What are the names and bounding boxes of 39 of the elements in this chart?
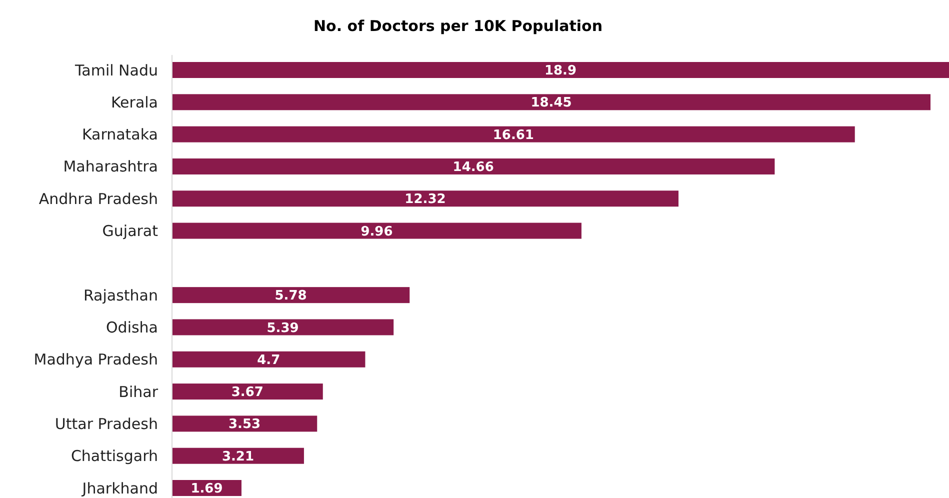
bar [172,94,930,110]
y-tick-label: Maharashtra [63,158,158,176]
y-tick-label: Rajasthan [83,286,158,304]
y-tick-label: Gujarat [102,222,158,240]
bar [172,222,582,239]
data-label: 5.39 [266,320,299,336]
bar [172,126,855,142]
data-label: 3.21 [222,449,254,464]
y-tick-label: Odisha [106,318,158,336]
bar [172,416,318,432]
data-label: 12.32 [404,192,446,208]
data-label: 3.67 [231,385,264,400]
data-label: 9.96 [360,224,393,240]
data-label: 4.7 [257,352,280,368]
y-tick-label: Kerala [110,93,158,112]
data-label: 16.61 [492,128,534,143]
bar [172,384,323,400]
bar [172,448,304,464]
bar [172,62,949,78]
y-tick-label: Jharkhand [81,479,158,498]
bar [172,319,394,336]
y-tick-label: Chattisgarh [70,447,158,466]
data-label: 5.78 [274,288,307,304]
bar [172,351,366,368]
bar [172,287,410,304]
y-tick-label: Bihar [118,382,159,401]
data-label: 3.53 [228,417,261,432]
data-label: 1.69 [190,482,223,497]
y-tick-label: Karnataka [82,126,158,144]
bar [172,190,678,207]
data-label: 14.66 [452,160,494,176]
bar [172,158,775,174]
y-tick-label: Uttar Pradesh [54,414,158,433]
data-label: 18.45 [530,96,572,111]
chart-title: No. of Doctors per 10K Population [313,17,603,35]
y-tick-label: Andhra Pradesh [38,190,158,208]
y-tick-label: Madhya Pradesh [34,350,158,369]
data-label: 18.9 [544,64,577,79]
y-tick-label: Tamil Nadu [74,61,158,80]
